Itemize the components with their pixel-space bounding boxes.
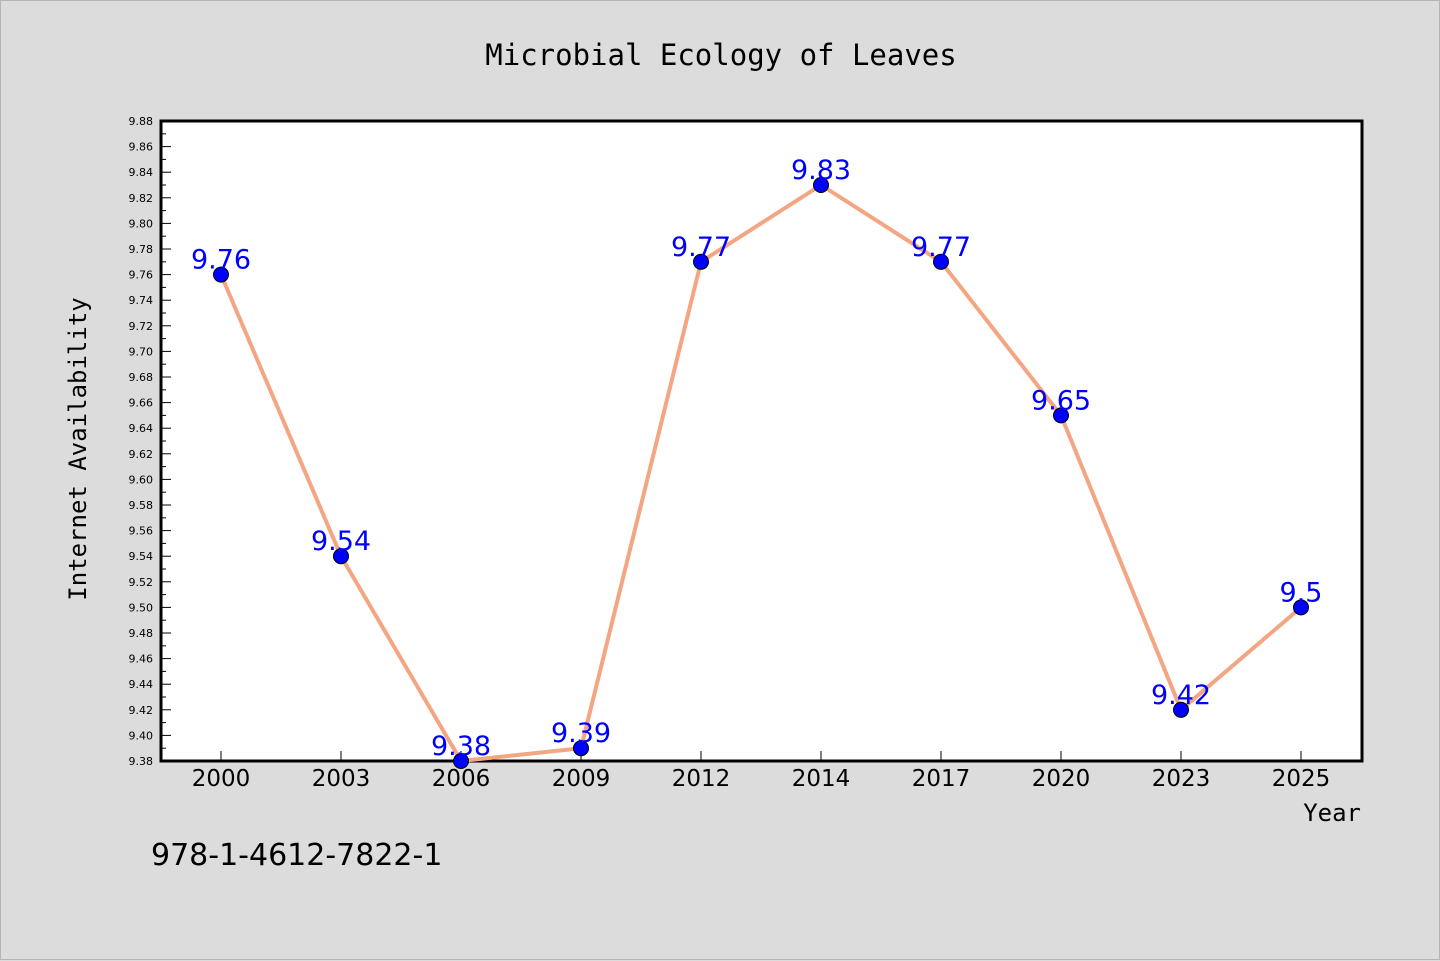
data-label: 9.38: [431, 731, 491, 762]
data-label: 9.83: [791, 155, 851, 186]
y-tick-label: 9.58: [129, 499, 154, 512]
x-tick-label: 2025: [1272, 766, 1331, 792]
y-tick-label: 9.62: [129, 448, 154, 461]
x-tick-label: 2014: [792, 766, 851, 792]
data-point: [213, 266, 229, 283]
plot-area: [159, 119, 1364, 763]
x-tick-label: 2020: [1032, 766, 1091, 792]
y-tick-label: 9.76: [129, 269, 154, 282]
y-tick-label: 9.88: [129, 115, 154, 128]
series-group: 9.76 9.54 9.38 9.39 9.77 9.83 9.77 9.65 9.42 9.5: [191, 155, 1323, 769]
x-tick-label: 2000: [192, 766, 251, 792]
data-label: 9.5: [1280, 577, 1323, 608]
y-tick-label: 9.44: [129, 678, 154, 691]
chart-title: Microbial Ecology of Leaves: [485, 38, 956, 72]
x-tick-label: 2009: [552, 766, 611, 792]
data-point: [453, 753, 469, 769]
y-tick-label: 9.46: [129, 653, 154, 666]
y-tick-label: 9.66: [129, 397, 154, 410]
y-tick-label: 9.56: [129, 525, 154, 538]
y-tick-label: 9.72: [129, 320, 154, 333]
y-tick-label: 9.50: [129, 601, 154, 614]
y-tick-label: 9.82: [129, 192, 154, 205]
x-tick-label: 2012: [672, 766, 731, 792]
data-point: [693, 253, 709, 270]
data-point: [573, 740, 589, 757]
y-tick-label: 9.48: [129, 627, 154, 640]
data-point: [933, 253, 949, 270]
y-tick-label: 9.70: [129, 345, 154, 358]
data-point: [333, 548, 349, 565]
data-label: 9.39: [551, 718, 611, 749]
x-tick-label: 2003: [312, 766, 371, 792]
y-tick-label: 9.54: [129, 550, 154, 563]
y-tick-label: 9.80: [129, 217, 154, 230]
x-axis: 2000 2003 2006 2009 2012 2014 2017 2020 2023 2025: [192, 751, 1331, 792]
y-tick-label: 9.38: [129, 755, 154, 768]
y-tick-label: 9.78: [129, 243, 154, 256]
series-line: [219, 183, 1303, 763]
y-tick-label: 9.40: [129, 729, 154, 742]
data-point: [1053, 407, 1069, 424]
y-axis-label: Internet Availability: [64, 297, 92, 600]
x-tick-label: 2023: [1152, 766, 1211, 792]
y-axis: 9.38 9.40 9.42 9.44 9.46 9.48 9.50 9.52 9.54 9.56…: [129, 115, 171, 768]
data-label: 9.65: [1031, 385, 1091, 416]
data-label: 9.77: [671, 232, 731, 263]
data-label: 9.76: [191, 245, 251, 276]
x-tick-label: 2006: [432, 766, 491, 792]
y-tick-label: 9.42: [129, 704, 154, 717]
data-label: 9.54: [311, 526, 371, 557]
x-axis-label: Year: [1303, 799, 1361, 827]
isbn-annotation: 978-1-4612-7822-1: [151, 838, 442, 873]
data-point: [1173, 701, 1189, 718]
x-tick-label: 2017: [912, 766, 971, 792]
y-tick-label: 9.60: [129, 473, 154, 486]
y-tick-label: 9.68: [129, 371, 154, 384]
data-point: [813, 177, 829, 193]
data-label: 9.77: [911, 232, 971, 263]
y-tick-label: 9.64: [129, 422, 154, 435]
data-point: [1293, 599, 1309, 616]
y-tick-label: 9.86: [129, 141, 154, 154]
y-tick-label: 9.84: [129, 166, 154, 179]
y-tick-label: 9.52: [129, 576, 154, 589]
data-label: 9.42: [1151, 680, 1211, 711]
y-tick-label: 9.74: [129, 294, 154, 307]
